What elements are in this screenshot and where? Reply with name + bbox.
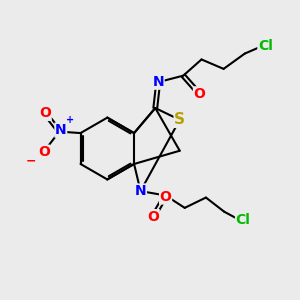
Text: O: O xyxy=(39,106,51,120)
Text: N: N xyxy=(55,123,67,137)
Text: O: O xyxy=(160,190,172,204)
Text: Cl: Cl xyxy=(236,213,250,227)
Text: N: N xyxy=(135,184,146,198)
Text: O: O xyxy=(147,210,159,224)
Text: N: N xyxy=(152,75,164,89)
Text: S: S xyxy=(174,112,185,127)
Text: Cl: Cl xyxy=(258,39,273,53)
Text: O: O xyxy=(38,145,50,159)
Text: O: O xyxy=(194,87,206,101)
Text: +: + xyxy=(67,116,75,125)
Text: −: − xyxy=(26,154,36,167)
